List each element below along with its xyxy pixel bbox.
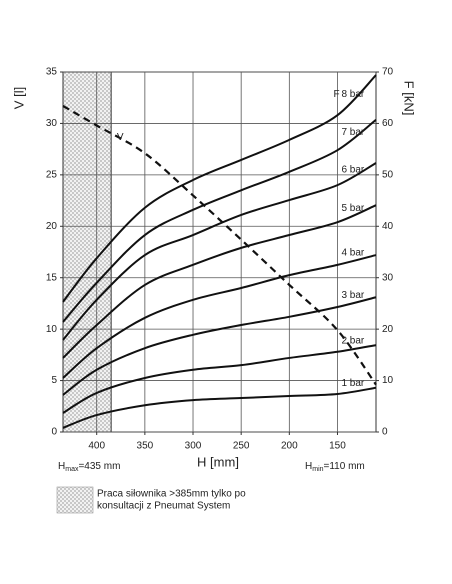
hmin-main: H xyxy=(305,461,312,472)
line-layer xyxy=(62,74,377,429)
x-tick-label: 250 xyxy=(233,441,250,452)
curve-label: 2 bar xyxy=(341,335,364,346)
y2-tick-label: 60 xyxy=(382,118,394,129)
note-line: Praca siłownika >385mm tylko po xyxy=(97,489,246,500)
note-line: konsultacji z Pneumat System xyxy=(97,501,230,512)
hmin-rest: =110 mm xyxy=(324,461,365,472)
curve-label: 1 bar xyxy=(341,378,364,389)
y-tick-label: 5 xyxy=(51,375,57,386)
curve-label: 8 bar xyxy=(341,89,364,100)
curve-label: 6 bar xyxy=(341,164,364,175)
force-curve xyxy=(62,386,377,429)
force-curve xyxy=(62,254,377,379)
restricted-region xyxy=(63,72,112,432)
hmax-sub: max xyxy=(65,466,79,473)
y2-tick-label: 0 xyxy=(382,427,388,438)
force-curve xyxy=(62,204,377,359)
y2-tick-label: 40 xyxy=(382,221,394,232)
hmin-sub: min xyxy=(312,466,323,473)
y-tick-label: 35 xyxy=(46,67,58,78)
text-layer: H [mm] V [l] F [kN] Hmax=435 mm Hmin=110… xyxy=(11,67,417,514)
hmax-main: H xyxy=(58,461,65,472)
curve-label: 3 bar xyxy=(341,290,364,301)
y2-tick-label: 50 xyxy=(382,169,394,180)
curve-label: 4 bar xyxy=(341,248,364,259)
y-tick-label: 25 xyxy=(46,169,58,180)
y2-tick-label: 70 xyxy=(382,67,394,78)
y-tick-label: 10 xyxy=(46,324,58,335)
force-curve xyxy=(62,344,377,414)
y2-tick-label: 30 xyxy=(382,272,394,283)
force-curve xyxy=(62,119,377,323)
y-axis-title: V [l] xyxy=(11,87,26,109)
note-swatch xyxy=(56,486,94,514)
curve-label: 7 bar xyxy=(341,127,364,138)
y-tick-label: 30 xyxy=(46,118,58,129)
hmin-label: Hmin=110 mm xyxy=(305,461,365,473)
shade-layer xyxy=(63,72,112,432)
hmax-rest: =435 mm xyxy=(78,461,120,472)
y2-axis-title: F [kN] xyxy=(402,81,417,116)
y2-tick-label: 20 xyxy=(382,324,394,335)
force-curve xyxy=(62,296,377,396)
y-tick-label: 20 xyxy=(46,221,58,232)
force-curve xyxy=(62,162,377,341)
curve-label: 5 bar xyxy=(341,203,364,214)
x-tick-label: 200 xyxy=(281,441,298,452)
y-tick-label: 15 xyxy=(46,272,58,283)
hmax-label: Hmax=435 mm xyxy=(58,461,120,473)
x-tick-label: 350 xyxy=(137,441,154,452)
x-tick-label: 400 xyxy=(88,441,105,452)
force-symbol: F xyxy=(333,89,339,100)
x-axis-title: H [mm] xyxy=(197,454,239,469)
y2-tick-label: 10 xyxy=(382,375,394,386)
x-tick-label: 300 xyxy=(185,441,202,452)
y-tick-label: 0 xyxy=(51,427,57,438)
force-curve xyxy=(62,74,377,303)
x-tick-label: 150 xyxy=(329,441,346,452)
curve-label: V xyxy=(117,132,124,143)
